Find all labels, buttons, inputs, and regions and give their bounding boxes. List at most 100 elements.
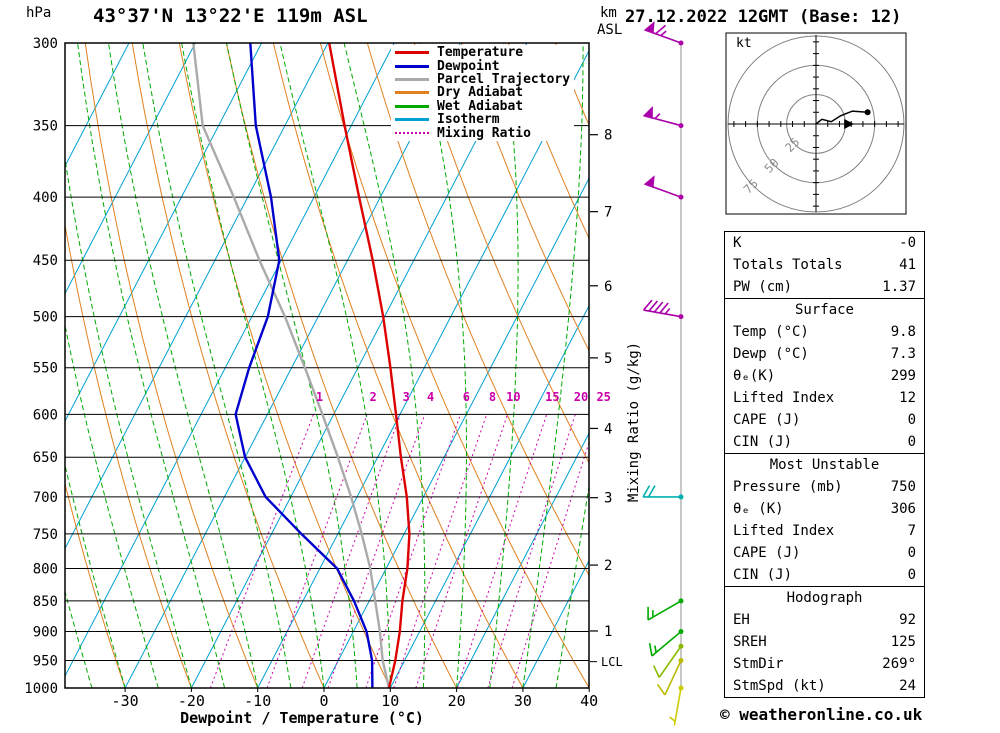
wind-barb [656, 658, 684, 696]
asl-axis-label: ASL [597, 22, 623, 38]
svg-text:750: 750 [33, 527, 58, 543]
legend-item: Wet Adiabat [395, 100, 570, 113]
pressure-axis-unit-label: hPa [26, 5, 52, 21]
wind-barb-column [642, 21, 684, 726]
svg-text:20: 20 [574, 390, 588, 404]
chart-legend: Temperature Dewpoint Parcel Trajectory Dry … [391, 45, 575, 141]
svg-text:8: 8 [489, 390, 496, 404]
svg-text:650: 650 [33, 450, 58, 466]
svg-text:950: 950 [33, 654, 58, 670]
svg-text:550: 550 [33, 361, 58, 377]
svg-text:10: 10 [381, 692, 399, 710]
stats-row-value: 125 [890, 634, 916, 650]
wind-barb [642, 299, 684, 320]
stats-row: CIN (J) 0 [725, 431, 924, 453]
svg-text:1000: 1000 [24, 681, 58, 697]
legend-line-swatch [395, 91, 429, 95]
wind-barb [669, 685, 684, 726]
legend-item: Temperature [395, 46, 570, 59]
svg-text:850: 850 [33, 594, 58, 610]
stats-row-label: EH [733, 612, 750, 628]
legend-item: Dry Adiabat [395, 86, 570, 99]
svg-text:-20: -20 [178, 692, 205, 710]
stats-row-label: CIN (J) [733, 567, 793, 583]
mixing-ratio-axis-title: Mixing Ratio (g/kg) [626, 341, 642, 503]
parcel-trajectory-curve [192, 43, 391, 688]
svg-text:0: 0 [319, 692, 328, 710]
stats-row: θₑ(K) 299 [725, 365, 924, 387]
legend-line-swatch [395, 104, 429, 108]
svg-text:500: 500 [33, 310, 58, 326]
stats-section-header: Most Unstable [769, 457, 880, 473]
stats-row-value: 24 [899, 678, 916, 694]
wind-barb [648, 629, 684, 657]
legend-item: Isotherm [395, 113, 570, 126]
wet-adiabat-lines [65, 43, 589, 688]
stats-row: CAPE (J) 0 [725, 409, 924, 431]
stats-row: SREH 125 [725, 631, 924, 653]
legend-item: Mixing Ratio [395, 126, 570, 140]
svg-text:300: 300 [33, 36, 58, 52]
stats-row-value: 0 [907, 545, 916, 561]
stats-row: Dewp (°C) 7.3 [725, 343, 924, 365]
stats-row-label: θₑ(K) [733, 368, 776, 384]
stats-row-label: SREH [733, 634, 767, 650]
svg-text:6: 6 [604, 279, 612, 295]
stats-row-label: Totals Totals [733, 257, 843, 273]
svg-text:600: 600 [33, 407, 58, 423]
temperature-tick-labels: -30 -20 -10 0 10 20 30 40 [112, 688, 598, 710]
stats-row-value: 92 [899, 612, 916, 628]
svg-text:6: 6 [463, 390, 470, 404]
stats-row-value: 1.37 [882, 279, 916, 295]
stats-panel: K -0 Totals Totals 41 PW (cm) 1.37 Surface Temp… [724, 231, 925, 698]
stats-row-label: CAPE (J) [733, 412, 801, 428]
svg-text:-30: -30 [112, 692, 139, 710]
svg-text:7: 7 [604, 205, 612, 221]
stats-row: K -0 [725, 232, 924, 254]
svg-text:-10: -10 [244, 692, 271, 710]
legend-item: Parcel Trajectory [395, 73, 570, 86]
stats-row-label: CIN (J) [733, 434, 793, 450]
legend-line-swatch [395, 118, 429, 122]
svg-text:10: 10 [506, 390, 520, 404]
stats-row-label: Lifted Index [733, 390, 835, 406]
legend-item-label: Parcel Trajectory [437, 71, 571, 87]
temperature-axis-title: Dewpoint / Temperature (°C) [180, 709, 424, 727]
page-title: 43°37'N 13°22'E 119m ASL [93, 5, 368, 27]
svg-text:2: 2 [370, 390, 377, 404]
hodograph-trace [815, 110, 868, 125]
stats-row: Lifted Index 12 [725, 387, 924, 409]
wind-barb [647, 598, 684, 621]
copyright-credit: © weatheronline.co.uk [720, 705, 923, 724]
stats-row-value: 7.3 [890, 346, 916, 362]
stats-row-value: 269° [882, 656, 916, 672]
storm-motion-marker [844, 119, 855, 129]
svg-text:15: 15 [545, 390, 559, 404]
stats-row: StmSpd (kt) 24 [725, 675, 924, 697]
legend-item: Dewpoint [395, 59, 570, 73]
svg-text:40: 40 [580, 692, 598, 710]
svg-text:30: 30 [514, 692, 532, 710]
stats-row-value: 0 [907, 434, 916, 450]
svg-text:25: 25 [596, 390, 610, 404]
svg-text:700: 700 [33, 490, 58, 506]
stats-row-label: CAPE (J) [733, 545, 801, 561]
svg-text:2: 2 [604, 558, 612, 574]
stats-row-value: 306 [890, 501, 916, 517]
svg-text:4: 4 [604, 421, 612, 437]
wind-barb [652, 643, 684, 678]
stats-row-label: StmDir [733, 656, 784, 672]
stats-section: Hodograph EH 92 SREH 125 StmDir 269° StmSpd (kt… [725, 586, 924, 697]
stats-row-value: 0 [907, 567, 916, 583]
legend-line-swatch [395, 64, 429, 68]
stats-section: K -0 Totals Totals 41 PW (cm) 1.37 [725, 232, 924, 298]
pressure-tick-labels: 300 350 400 450 500 550 600 650 700 750 800 850 900 9… [24, 36, 58, 697]
stats-row-value: 9.8 [890, 324, 916, 340]
stats-row-label: Temp (°C) [733, 324, 809, 340]
stats-row: CAPE (J) 0 [725, 542, 924, 564]
stats-row: StmDir 269° [725, 653, 924, 675]
stats-row: Lifted Index 7 [725, 520, 924, 542]
svg-text:4: 4 [427, 390, 434, 404]
